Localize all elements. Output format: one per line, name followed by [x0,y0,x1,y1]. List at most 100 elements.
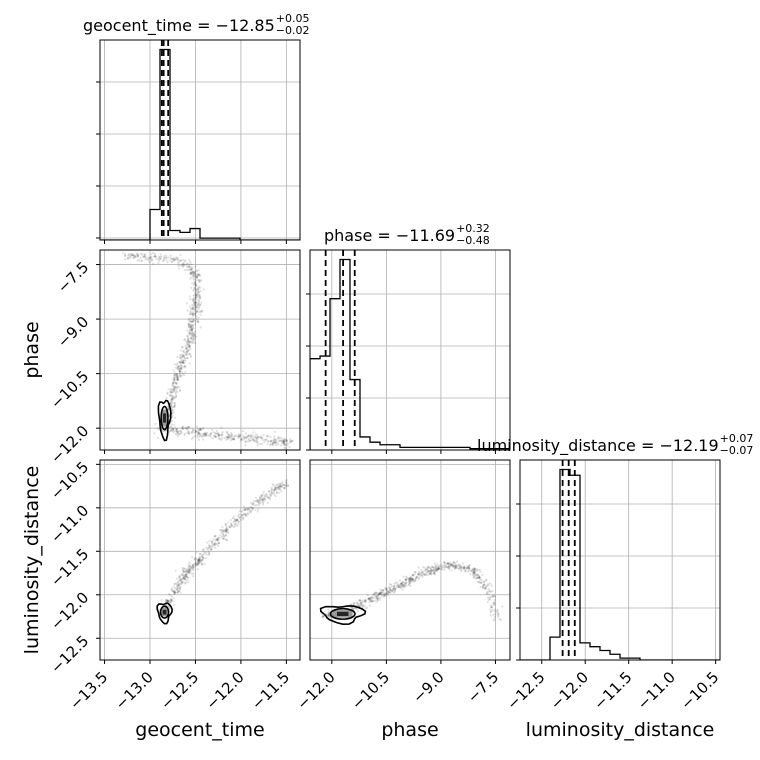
sample-point [189,312,192,316]
sample-point [240,513,243,516]
sample-point [140,253,143,256]
sample-point [260,498,264,501]
sample-point [181,361,184,364]
sample-point [189,566,193,569]
sample-point [212,434,216,437]
sample-point [230,438,234,441]
sample-point [158,257,161,260]
sample-point [189,354,192,357]
sample-point [395,584,399,587]
sample-point [173,590,176,593]
sample-point [197,273,200,276]
sample-point [178,577,181,580]
sample-point [144,258,147,261]
sample-point [427,570,430,573]
sample-point [194,293,197,296]
sample-point [364,599,367,603]
sample-point [187,570,190,573]
sample-point [179,587,182,590]
sample-point [417,576,421,580]
sample-point [253,500,256,503]
sample-point [191,307,195,310]
sample-point [174,569,177,572]
sample-point [181,426,184,429]
sample-point [133,255,136,258]
sample-point [249,434,252,437]
sample-point [423,573,426,576]
sample-point [389,588,392,592]
sample-point [386,594,390,597]
sample-point [401,583,404,586]
sample-point [275,484,278,487]
sample-point [261,499,264,502]
sample-point [180,361,183,364]
sample-point [187,425,191,429]
sample-point [366,606,369,609]
sample-point [277,436,280,439]
sample-point [368,604,371,607]
sample-point [259,442,262,446]
sample-point [198,561,201,564]
sample-point [257,499,260,502]
sample-point [209,433,212,436]
sample-point [367,597,370,601]
sample-point [285,439,289,442]
sample-point [179,367,183,371]
sample-point [472,571,476,574]
sample-point [174,591,177,594]
sample-point [176,591,179,594]
sample-point [176,390,179,393]
sample-point [182,359,185,362]
sample-point [476,574,479,577]
sample-point [198,555,201,558]
sample-point [377,594,380,597]
sample-point [400,585,403,588]
sample-point [176,435,179,438]
sample-point [150,258,153,261]
sample-point [192,563,195,566]
sample-point [186,428,189,431]
sample-point [429,571,433,574]
sample-point [154,422,157,425]
sample-point [271,488,274,491]
sample-point [196,560,200,563]
sample-point [190,335,193,339]
x-tick-label-luminosity_distance: −11.5 [590,668,635,713]
sample-point [174,429,177,433]
sample-point [261,498,264,501]
sample-point [249,505,252,509]
sample-point [194,281,197,284]
sample-point [230,433,233,436]
sample-point [181,426,185,429]
sample-point [191,303,194,307]
sample-point [186,335,189,338]
sample-point [197,432,200,435]
sample-point [198,432,201,435]
sample-point [195,301,198,305]
sample-point [244,444,247,447]
sample-point [362,599,365,602]
sample-point [194,341,197,345]
sample-point [285,439,288,443]
sample-point [282,484,285,487]
sample-point [215,433,218,436]
sample-point [263,495,266,498]
sample-point [376,594,380,598]
sample-point [196,321,199,324]
sample-point [410,577,413,581]
sample-point [188,320,191,323]
sample-point [277,491,281,494]
sample-point [227,436,230,439]
sample-point [169,601,172,604]
sample-point [179,367,182,370]
sample-point [380,591,383,594]
sample-point [464,568,467,571]
sample-point [272,439,275,443]
sample-point [195,310,199,313]
sample-point [187,344,190,347]
panel-title-upper-geocent_time: +0.05 [276,12,310,25]
sample-point [289,440,292,443]
sample-point [196,278,199,282]
sample-point [172,256,175,259]
sample-point [413,572,417,575]
